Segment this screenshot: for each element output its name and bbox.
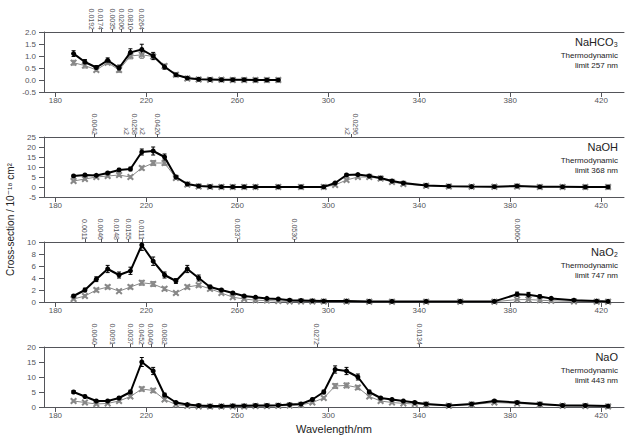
svg-text:420: 420 (595, 306, 609, 315)
svg-text:0.0060: 0.0060 (514, 219, 521, 241)
svg-text:220: 220 (140, 306, 154, 315)
svg-text:0.0037: 0.0037 (127, 324, 134, 346)
svg-text:300: 300 (322, 306, 336, 315)
svg-text:380: 380 (504, 201, 518, 210)
svg-text:0.0337: 0.0337 (234, 219, 241, 241)
svg-text:limit 747 nm: limit 747 nm (575, 271, 618, 280)
svg-text:x2: x2 (139, 128, 146, 136)
svg-text:2.0: 2.0 (25, 28, 37, 37)
svg-text:300: 300 (322, 96, 336, 105)
svg-text:300: 300 (322, 201, 336, 210)
svg-text:340: 340 (413, 306, 427, 315)
svg-text:25: 25 (27, 133, 36, 142)
svg-text:0.0035: 0.0035 (109, 9, 116, 31)
svg-text:Thermodynamic: Thermodynamic (561, 366, 618, 375)
svg-text:0.0192: 0.0192 (88, 9, 95, 31)
svg-text:15: 15 (27, 153, 36, 162)
svg-text:4: 4 (32, 274, 37, 283)
svg-text:x2: x2 (344, 128, 351, 136)
svg-text:limit 257 nm: limit 257 nm (575, 61, 618, 70)
svg-text:0.0452: 0.0452 (138, 324, 145, 346)
svg-text:0.0082: 0.0082 (161, 324, 168, 346)
svg-text:0.0530: 0.0530 (291, 219, 298, 241)
svg-text:2: 2 (32, 286, 37, 295)
svg-text:limit 443 nm: limit 443 nm (575, 376, 618, 385)
svg-text:380: 380 (504, 306, 518, 315)
svg-text:0.0046: 0.0046 (97, 219, 104, 241)
svg-text:420: 420 (595, 96, 609, 105)
svg-text:260: 260 (231, 411, 245, 420)
svg-text:0.0011: 0.0011 (81, 219, 88, 240)
svg-text:0.0134: 0.0134 (416, 324, 423, 346)
svg-text:0: 0 (32, 298, 37, 307)
svg-text:0.5: 0.5 (25, 64, 37, 73)
svg-text:0.0155: 0.0155 (125, 219, 132, 241)
svg-text:260: 260 (231, 96, 245, 105)
svg-text:380: 380 (504, 411, 518, 420)
svg-text:Cross-section / 10⁻¹⁸ cm²: Cross-section / 10⁻¹⁸ cm² (5, 162, 16, 276)
svg-text:220: 220 (140, 411, 154, 420)
svg-text:20: 20 (27, 343, 36, 352)
svg-text:Thermodynamic: Thermodynamic (561, 51, 618, 60)
svg-text:0.0046: 0.0046 (147, 324, 154, 346)
svg-text:0.0111: 0.0111 (138, 220, 145, 240)
svg-text:NaO₂: NaO₂ (591, 246, 618, 258)
svg-text:340: 340 (413, 96, 427, 105)
svg-text:0.0296: 0.0296 (352, 114, 359, 136)
svg-text:10: 10 (27, 163, 36, 172)
svg-text:0.0174: 0.0174 (97, 9, 104, 31)
svg-text:10: 10 (27, 373, 36, 382)
svg-text:0.0040: 0.0040 (91, 324, 98, 346)
svg-text:limit 368 nm: limit 368 nm (575, 166, 618, 175)
svg-text:180: 180 (49, 306, 63, 315)
svg-text:NaOH: NaOH (587, 141, 618, 153)
svg-text:0.0091: 0.0091 (109, 324, 116, 346)
svg-text:NaHCO₃: NaHCO₃ (575, 36, 618, 48)
svg-text:5: 5 (32, 388, 37, 397)
svg-text:0.0810: 0.0810 (127, 9, 134, 31)
svg-text:220: 220 (140, 201, 154, 210)
svg-text:Thermodynamic: Thermodynamic (561, 261, 618, 270)
svg-text:8: 8 (32, 250, 37, 259)
svg-text:340: 340 (413, 201, 427, 210)
svg-text:10: 10 (27, 238, 36, 247)
svg-text:0: 0 (32, 403, 37, 412)
svg-text:-0.5: -0.5 (22, 88, 36, 97)
svg-text:NaO: NaO (595, 351, 618, 363)
svg-text:0.0: 0.0 (25, 76, 37, 85)
svg-text:0.0206: 0.0206 (118, 9, 125, 31)
svg-text:420: 420 (595, 411, 609, 420)
svg-text:1.0: 1.0 (25, 52, 37, 61)
svg-text:x2: x2 (123, 128, 130, 136)
svg-text:340: 340 (413, 411, 427, 420)
svg-text:0.0420: 0.0420 (154, 114, 161, 136)
svg-text:180: 180 (49, 96, 63, 105)
svg-text:260: 260 (231, 306, 245, 315)
svg-text:0.0264: 0.0264 (138, 9, 145, 31)
svg-text:380: 380 (504, 96, 518, 105)
svg-text:1.5: 1.5 (25, 40, 37, 49)
svg-text:0.0272: 0.0272 (313, 324, 320, 346)
svg-text:5: 5 (32, 173, 37, 182)
svg-text:-5: -5 (29, 193, 37, 202)
svg-text:0.0258: 0.0258 (131, 114, 138, 136)
svg-text:220: 220 (140, 96, 154, 105)
svg-text:180: 180 (49, 411, 63, 420)
svg-text:Wavelength/nm: Wavelength/nm (296, 423, 372, 435)
svg-text:180: 180 (49, 201, 63, 210)
svg-text:0: 0 (32, 183, 37, 192)
svg-text:0.0042: 0.0042 (91, 114, 98, 136)
svg-text:300: 300 (322, 411, 336, 420)
svg-text:15: 15 (27, 358, 36, 367)
svg-text:420: 420 (595, 201, 609, 210)
svg-text:Thermodynamic: Thermodynamic (561, 156, 618, 165)
svg-text:20: 20 (27, 143, 36, 152)
svg-text:6: 6 (32, 262, 37, 271)
svg-text:260: 260 (231, 201, 245, 210)
svg-text:0.0148: 0.0148 (113, 219, 120, 241)
